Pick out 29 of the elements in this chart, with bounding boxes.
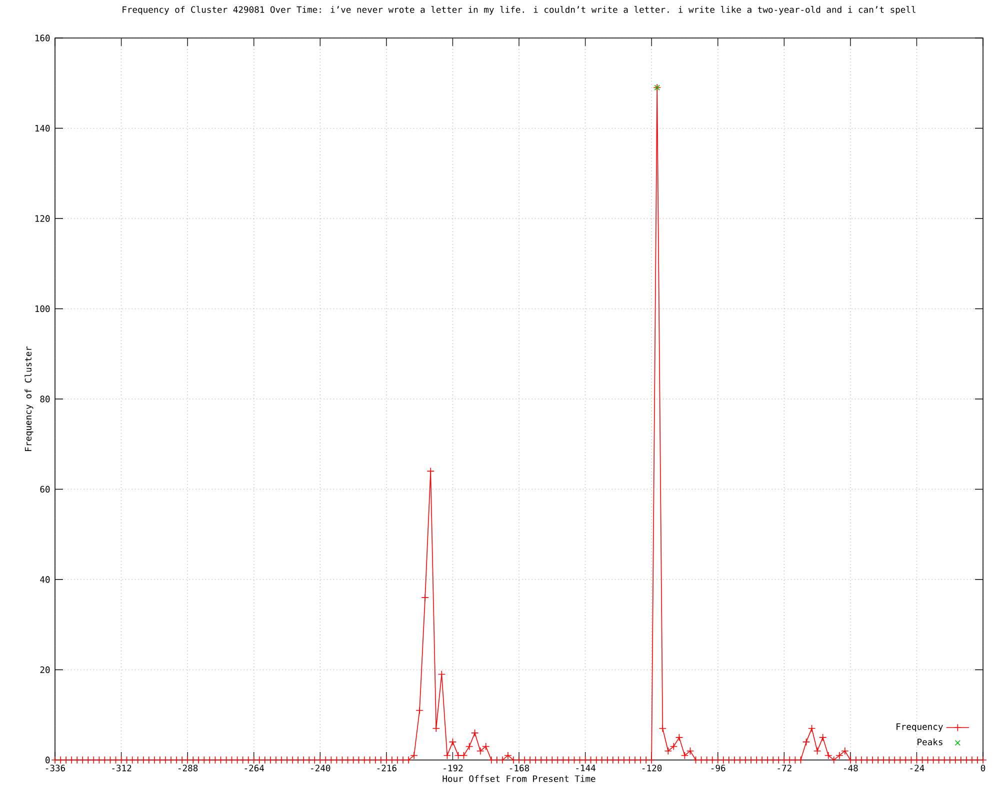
x-tick-label: -336	[46, 764, 66, 772]
x-tick-label: -192	[444, 764, 463, 772]
x-tick-label: -96	[711, 764, 726, 772]
y-tick-label: 40	[40, 576, 50, 583]
x-tick-label: -264	[244, 764, 264, 772]
y-tick-label: 80	[40, 396, 50, 402]
y-tick-label: 60	[40, 486, 50, 493]
y-tick-label: 0	[46, 756, 50, 764]
x-tick-label: -120	[642, 764, 662, 772]
chart-title: Frequency of Cluster 429081 Over Time: i’ve never wrote a letter in my life. i couldn’t write a letter. i write like a two-year-old and i can’t spell	[122, 6, 916, 15]
x-tick-label: -144	[576, 764, 596, 772]
x-tick-label: -312	[112, 764, 132, 772]
x-tick-label: -240	[311, 764, 330, 772]
y-tick-label: 160	[35, 34, 50, 42]
y-axis-title: Frequency of Cluster	[24, 346, 34, 451]
x-tick-label: -168	[510, 764, 530, 772]
legend-label: Frequency	[896, 723, 943, 732]
x-tick-label: -216	[377, 764, 396, 772]
legend-label: Peaks	[918, 738, 942, 746]
x-tick-label: -288	[178, 764, 198, 772]
y-tick-label: 140	[35, 124, 50, 132]
x-tick-label: 0	[980, 764, 986, 772]
y-tick-label: 100	[35, 305, 50, 312]
y-tick-label: 20	[40, 666, 50, 674]
x-tick-label: -48	[844, 764, 858, 772]
x-tick-label: -72	[778, 764, 792, 772]
x-tick-label: -24	[910, 764, 924, 772]
y-tick-label: 120	[35, 215, 50, 222]
x-axis-title: Hour Offset From Present Time	[442, 775, 596, 782]
